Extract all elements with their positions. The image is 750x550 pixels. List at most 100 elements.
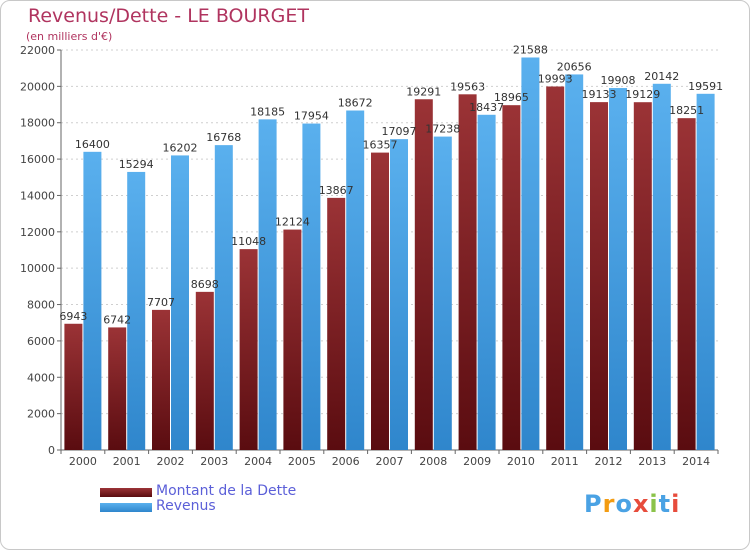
data-label-revenus: 19908 [601,74,636,87]
data-labels: 6943 16400 6742 15294 7707 16202 8698 16768 1104… [59,43,723,326]
y-tick-label: 16000 [20,153,55,166]
legend-swatch-revenus [100,503,152,512]
y-tick-label: 20000 [20,80,55,93]
data-label-dette: 11048 [231,235,266,248]
data-label-revenus: 21588 [513,43,548,56]
bar-revenus [477,114,496,451]
data-label-dette: 13867 [319,184,354,197]
x-tick-label: 2010 [507,455,535,468]
x-tick-label: 2001 [113,455,141,468]
bar-revenus [565,74,584,450]
logo-letter: r [602,490,616,518]
x-tick-label: 2004 [244,455,272,468]
data-label-revenus: 15294 [119,158,154,171]
logo-letter: i [649,490,659,518]
bar-dette [458,94,477,451]
data-label-revenus: 16202 [163,141,198,154]
data-label-revenus: 17238 [425,123,460,136]
bar-revenus [171,155,189,450]
logo-letter: i [671,490,681,518]
data-label-revenus: 19591 [688,80,723,93]
data-label-dette: 18251 [669,104,704,117]
data-label-revenus: 18185 [250,105,285,118]
data-label-dette: 12124 [275,216,310,229]
y-tick-label: 0 [48,444,55,457]
bar-dette [195,291,214,450]
data-label-dette: 19563 [450,80,485,93]
y-tick-label: 22000 [20,44,55,57]
bar-dette [371,152,389,450]
x-tick-label: 2008 [419,455,447,468]
bar-dette [239,249,258,450]
data-label-dette: 6943 [59,310,87,323]
data-label-revenus: 17097 [382,125,417,138]
bar-dette [414,99,433,450]
data-label-dette: 6742 [103,313,131,326]
x-tick-label: 2012 [595,455,623,468]
logo-letter: o [615,490,633,518]
data-label-dette: 7707 [147,296,175,309]
legend-label-revenus: Revenus [156,498,216,514]
bar-revenus [258,119,277,450]
data-label-dette: 19291 [406,85,441,98]
data-label-dette: 19133 [582,88,617,101]
proxiti-logo: Proxiti [584,490,680,518]
logo-letter: x [632,490,650,518]
bar-dette [108,327,127,450]
x-tick-label: 2014 [682,455,710,468]
data-label-revenus: 18672 [338,97,373,110]
bar-dette [546,86,565,450]
x-tick-label: 2007 [376,455,404,468]
data-label-revenus: 20142 [644,70,679,83]
y-tick-label: 8000 [27,299,55,312]
bar-revenus [521,57,540,451]
data-label-dette: 19993 [538,72,573,85]
bar-revenus [609,88,627,450]
legend-swatch-dette [100,488,152,497]
axes: 0 2000 4000 6000 8000 10000 12000 14000 16000 180… [20,44,719,468]
data-label-revenus: 18437 [469,101,504,114]
y-tick-label: 18000 [20,117,55,130]
data-label-dette: 18965 [494,91,529,104]
x-tick-label: 2011 [551,455,579,468]
data-label-revenus: 16768 [206,131,241,144]
x-tick-label: 2013 [638,455,666,468]
bar-dette [677,118,696,450]
bar-dette [502,105,521,450]
data-label-revenus: 20656 [557,60,592,73]
bar-dette [590,102,608,451]
data-label-dette: 19129 [625,88,660,101]
data-label-revenus: 16400 [75,138,110,151]
y-tick-label: 4000 [27,371,55,384]
y-tick-label: 6000 [27,335,55,348]
y-tick-label: 2000 [27,408,55,421]
bar-dette [327,197,346,450]
y-tick-label: 12000 [20,226,55,239]
bar-dette [633,102,652,450]
logo-letter: t [658,490,672,518]
bar-revenus [127,171,146,450]
bar-revenus [83,151,102,450]
bar-revenus [390,139,408,451]
bar-dette [152,309,170,450]
data-label-dette: 16357 [363,139,398,152]
y-tick-label: 14000 [20,189,55,202]
bar-revenus [433,136,452,450]
legend-label-dette: Montant de la Dette [156,483,297,499]
x-tick-label: 2002 [157,455,185,468]
bar-revenus [302,123,321,451]
logo-letter: P [584,490,603,518]
bar-revenus [696,93,715,451]
data-label-revenus: 17954 [294,110,329,123]
x-tick-label: 2006 [332,455,360,468]
bar-revenus [652,83,671,451]
x-tick-label: 2005 [288,455,316,468]
bars [64,57,715,451]
bar-dette [283,229,302,450]
bar-dette [64,323,83,450]
x-tick-label: 2000 [69,455,97,468]
bar-revenus [346,110,365,450]
data-label-dette: 8698 [191,278,219,291]
x-tick-label: 2009 [463,455,491,468]
